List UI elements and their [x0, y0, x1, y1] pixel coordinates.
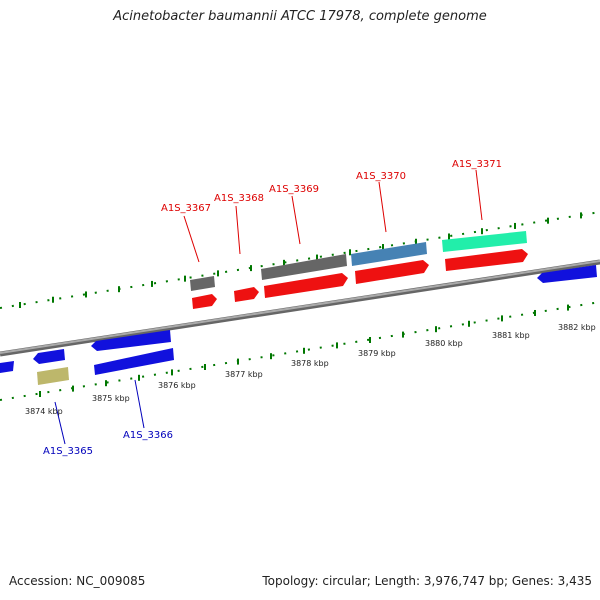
- label-A1S_3365: A1S_3365: [43, 446, 93, 457]
- label-A1S_3367: A1S_3367: [161, 203, 211, 214]
- genome-title: Acinetobacter baumannii ATCC 17978, comp…: [113, 9, 487, 24]
- gene-partial-left[interactable]: [0, 361, 14, 373]
- forward-cds-row: [192, 249, 528, 309]
- scale-labels: 3874 kbp 3875 kbp 3876 kbp 3877 kbp 3878…: [25, 323, 596, 416]
- scale-label-3877: 3877 kbp: [225, 370, 263, 379]
- lower-tick-track: [0, 301, 600, 401]
- gene-A1S_3371[interactable]: [442, 231, 527, 252]
- lower-tick-dots: [0, 301, 600, 401]
- forward-gene-row: [190, 231, 527, 291]
- label-A1S_3371: A1S_3371: [452, 159, 502, 170]
- scale-label-3875: 3875 kbp: [92, 394, 130, 403]
- gene-right-reverse[interactable]: [537, 265, 597, 283]
- leader-A1S_3368: [235, 205, 241, 255]
- scale-label-3879: 3879 kbp: [358, 349, 396, 358]
- reverse-cds-row: [37, 348, 174, 385]
- scale-label-3881: 3881 kbp: [492, 331, 530, 340]
- gene-labels: A1S_3367 A1S_3368 A1S_3369 A1S_3370 A1S_…: [43, 159, 502, 457]
- gene-A1S_3369[interactable]: [261, 254, 347, 280]
- leader-A1S_3370: [378, 181, 387, 233]
- cds-A1S_3369[interactable]: [264, 273, 348, 298]
- scale-label-3878: 3878 kbp: [291, 359, 329, 368]
- label-A1S_3370: A1S_3370: [356, 171, 406, 182]
- leader-A1S_3365: [54, 401, 66, 445]
- cds-A1S_3365[interactable]: [37, 367, 69, 385]
- cds-A1S_3366[interactable]: [94, 348, 174, 375]
- gene-A1S_3367[interactable]: [190, 276, 215, 291]
- gene-A1S_3370[interactable]: [351, 242, 427, 266]
- scale-label-3882: 3882 kbp: [558, 323, 596, 332]
- label-A1S_3368: A1S_3368: [214, 193, 264, 204]
- backbone-highlight: [0, 260, 600, 354]
- topology-text: Topology: circular; Length: 3,976,747 bp…: [262, 574, 592, 588]
- reverse-gene-row: [0, 265, 597, 373]
- label-A1S_3369: A1S_3369: [269, 184, 319, 195]
- leader-A1S_3367: [183, 215, 200, 263]
- cds-A1S_3370[interactable]: [355, 260, 429, 284]
- scale-label-3880: 3880 kbp: [425, 339, 463, 348]
- accession-text: Accession: NC_009085: [9, 574, 146, 588]
- leader-A1S_3366: [134, 379, 145, 429]
- leader-A1S_3369: [291, 195, 301, 245]
- lower-major-ticks: [39, 304, 569, 397]
- gene-A1S_3365-reverse[interactable]: [33, 349, 65, 364]
- cds-A1S_3371[interactable]: [445, 249, 528, 271]
- label-A1S_3366: A1S_3366: [123, 430, 173, 441]
- scale-label-3876: 3876 kbp: [158, 381, 196, 390]
- cds-A1S_3367[interactable]: [192, 294, 217, 309]
- genome-backbone: [0, 259, 600, 357]
- leader-A1S_3371: [475, 169, 483, 221]
- label-leaders: [54, 169, 483, 445]
- gene-A1S_3366-reverse[interactable]: [91, 330, 171, 351]
- cds-A1S_3368[interactable]: [234, 287, 259, 302]
- scale-label-3874: 3874 kbp: [25, 407, 63, 416]
